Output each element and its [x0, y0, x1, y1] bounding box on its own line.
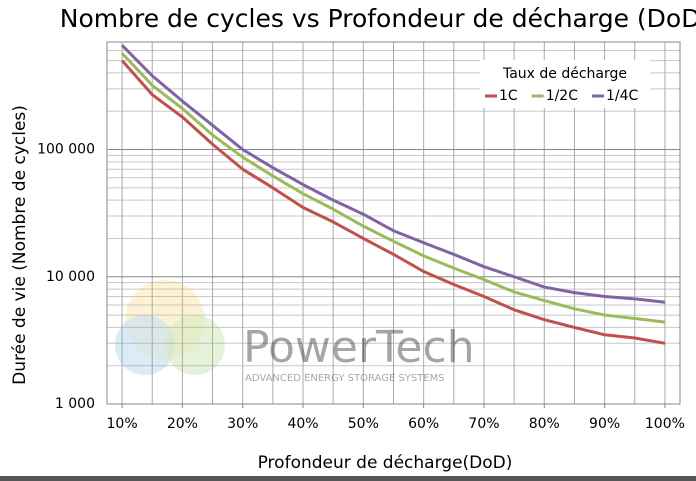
watermark-brand: PowerTech [243, 322, 475, 373]
series-line [121, 44, 666, 304]
legend-label: 1/2C [546, 88, 579, 104]
bottom-bar [0, 476, 696, 481]
legend-box [480, 60, 650, 108]
x-tick-label: 50% [348, 416, 379, 432]
watermark-logo [165, 315, 225, 375]
series-line [120, 52, 666, 324]
x-tick-label: 30% [227, 416, 258, 432]
x-tick-label: 60% [408, 416, 439, 432]
legend-title: Taux de décharge [502, 66, 627, 82]
plot-frame [106, 41, 681, 405]
y-axis-label: Durée de vie (Nombre de cycles) [10, 105, 30, 385]
series-line [120, 59, 666, 345]
x-tick-label: 90% [589, 416, 620, 432]
x-tick-label: 80% [529, 416, 560, 432]
x-tick-label: 20% [167, 416, 198, 432]
chart-title: Nombre de cycles vs Profondeur de déchar… [60, 4, 696, 33]
x-tick-label: 40% [287, 416, 318, 432]
watermark-logo [115, 315, 175, 375]
legend-label: 1C [499, 88, 518, 104]
legend-label: 1/4C [606, 88, 639, 104]
x-tick-label: 10% [107, 416, 138, 432]
y-tick-label: 10 000 [46, 269, 95, 285]
watermark-logo [125, 280, 205, 360]
y-tick-label: 1 000 [55, 396, 95, 412]
y-tick-label: 100 000 [37, 142, 95, 158]
x-axis-label: Profondeur de décharge(DoD) [258, 453, 513, 473]
x-tick-label: 100% [645, 416, 685, 432]
watermark-tagline: ADVANCED ENERGY STORAGE SYSTEMS [245, 373, 445, 384]
watermark: PowerTech ADVANCED ENERGY STORAGE SYSTEM… [115, 280, 475, 384]
x-tick-label: 70% [468, 416, 499, 432]
